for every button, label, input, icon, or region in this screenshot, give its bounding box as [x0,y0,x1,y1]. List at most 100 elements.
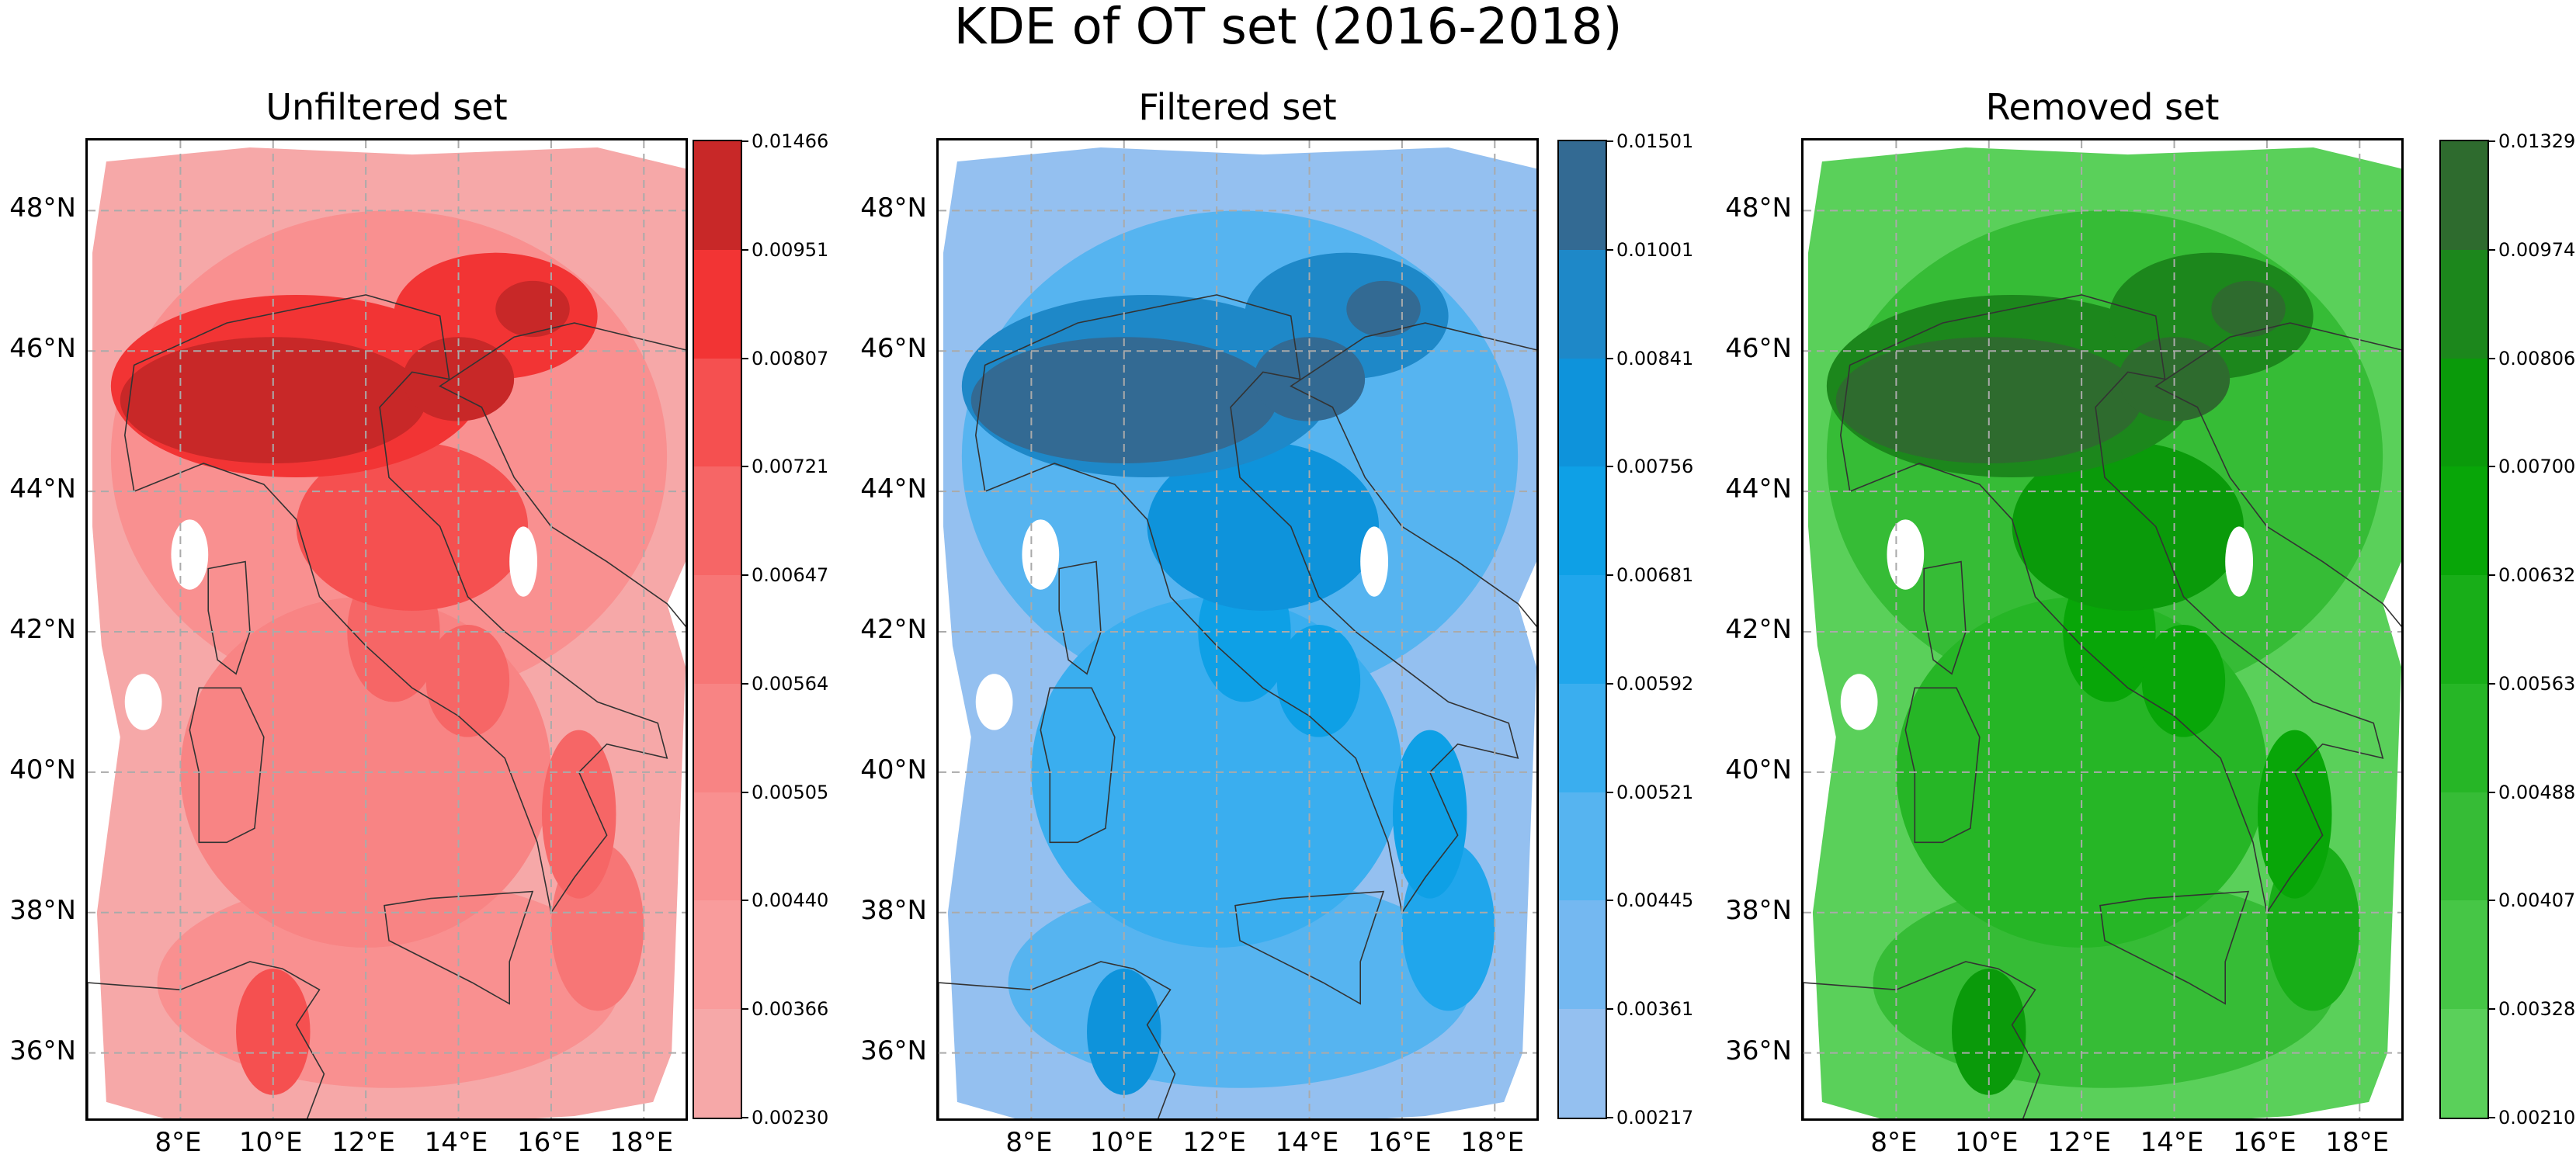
colorbar-segment [1559,466,1606,576]
lat-tick-label: 38°N [9,894,76,926]
lat-tick-label: 40°N [9,754,76,785]
kde-contour [2012,442,2244,611]
colorbar-segment [1559,249,1606,359]
colorbar-segment [1559,141,1606,251]
lon-tick-label: 12°E [1182,1127,1247,1158]
colorbar-tick-mark [2489,357,2495,359]
colorbar-segment [694,466,741,576]
colorbar-tick-mark [742,900,748,902]
kde-gap [1360,526,1389,597]
map-svg [939,140,1536,1118]
colorbar-tick-label: 0.00217 [1616,1107,1694,1129]
colorbar-tick-mark [742,140,748,142]
colorbar-tick-label: 0.00647 [752,564,829,587]
colorbar-segment [2441,792,2487,901]
colorbar-tick-mark [1607,1008,1613,1011]
colorbar-tick-mark [1607,357,1613,359]
lat-tick-label: 48°N [9,192,76,224]
colorbar-tick-label: 0.00632 [2498,564,2576,587]
lon-tick-label: 18°E [609,1127,674,1158]
kde-contour [541,730,616,899]
colorbar-tick-label: 0.00505 [752,781,829,803]
lat-tick-label: 44°N [9,473,76,505]
coastline [1923,560,1967,675]
colorbar-segment [1559,900,1606,1010]
colorbar-tick-label: 0.00210 [2498,1107,2576,1129]
colorbar-segment [694,900,741,1010]
colorbar-filtered [1557,140,1607,1119]
colorbar-tick-mark [742,466,748,468]
colorbar-tick-label: 0.00974 [2498,238,2576,261]
colorbar-segment [2441,900,2487,1010]
colorbar-unfiltered [693,140,742,1119]
lon-tick-label: 12°E [332,1127,396,1158]
colorbar-segment [1559,792,1606,901]
coastline [1234,890,1385,1005]
coastline [123,294,668,914]
colorbar-tick-label: 0.00445 [1616,889,1694,912]
map-unfiltered [85,138,688,1121]
colorbar-segment [2441,1009,2487,1118]
colorbar-segment [2441,358,2487,467]
coastline [88,961,325,1118]
colorbar-tick-label: 0.01501 [1616,130,1694,152]
coastline [974,294,1519,914]
coastline [189,687,265,844]
coastline [439,322,686,627]
lon-tick-label: 16°E [1368,1127,1432,1158]
colorbar-tick-mark [1607,1117,1613,1118]
kde-contour [970,337,1277,463]
colorbar-tick-mark [742,248,748,251]
colorbar-tick-label: 0.01466 [752,130,829,152]
kde-gap [124,674,162,730]
coastline [1040,687,1116,844]
coastline [1804,961,2041,1118]
colorbar-tick-label: 0.00366 [752,998,829,1021]
map-svg [1804,140,2401,1118]
colorbar-segment [694,358,741,467]
colorbar-segment [2441,141,2487,251]
kde-contour [1276,624,1361,737]
kde-gap [1840,674,1878,730]
kde-gap [171,519,209,590]
lat-tick-label: 44°N [1725,473,1792,505]
map-svg [88,140,686,1118]
colorbar-tick-mark [2489,140,2495,142]
kde-contour [296,442,529,611]
colorbar-tick-mark [1607,574,1613,577]
colorbar-tick-label: 0.00806 [2498,347,2576,369]
colorbar-tick-label: 0.00681 [1616,564,1694,587]
kde-contour [425,624,510,737]
kde-gap [509,526,538,597]
colorbar-tick-mark [2489,1008,2495,1011]
lat-tick-label: 42°N [860,614,927,645]
kde-contour [2257,730,2332,899]
colorbar-segment [694,141,741,251]
lat-tick-label: 38°N [1725,894,1792,926]
lon-tick-label: 10°E [1954,1127,2019,1158]
colorbar-segment [1559,683,1606,793]
lat-tick-label: 42°N [9,614,76,645]
kde-contour [1147,442,1380,611]
colorbar-tick-mark [742,1117,748,1118]
colorbar-tick-mark [2489,791,2495,793]
colorbar-tick-mark [742,791,748,793]
lat-tick-label: 46°N [860,333,927,365]
figure-title: KDE of OT set (2016-2018) [953,0,1623,56]
colorbar-tick-label: 0.00563 [2498,672,2576,695]
lon-tick-label: 14°E [2140,1127,2204,1158]
coastline [1839,294,2384,914]
colorbar-tick-mark [2489,1117,2495,1118]
lat-tick-label: 48°N [1725,192,1792,224]
kde-contour [1346,280,1421,338]
kde-contour [2211,280,2286,338]
colorbar-tick-label: 0.00407 [2498,889,2576,912]
colorbar-segment [1559,358,1606,467]
lon-tick-label: 8°E [1005,1127,1053,1158]
lon-tick-label: 14°E [1275,1127,1339,1158]
colorbar-tick-label: 0.00592 [1616,672,1694,695]
coastline [1058,560,1102,675]
colorbar-segment [2441,249,2487,359]
colorbar-tick-mark [1607,900,1613,902]
lon-tick-label: 16°E [2233,1127,2297,1158]
